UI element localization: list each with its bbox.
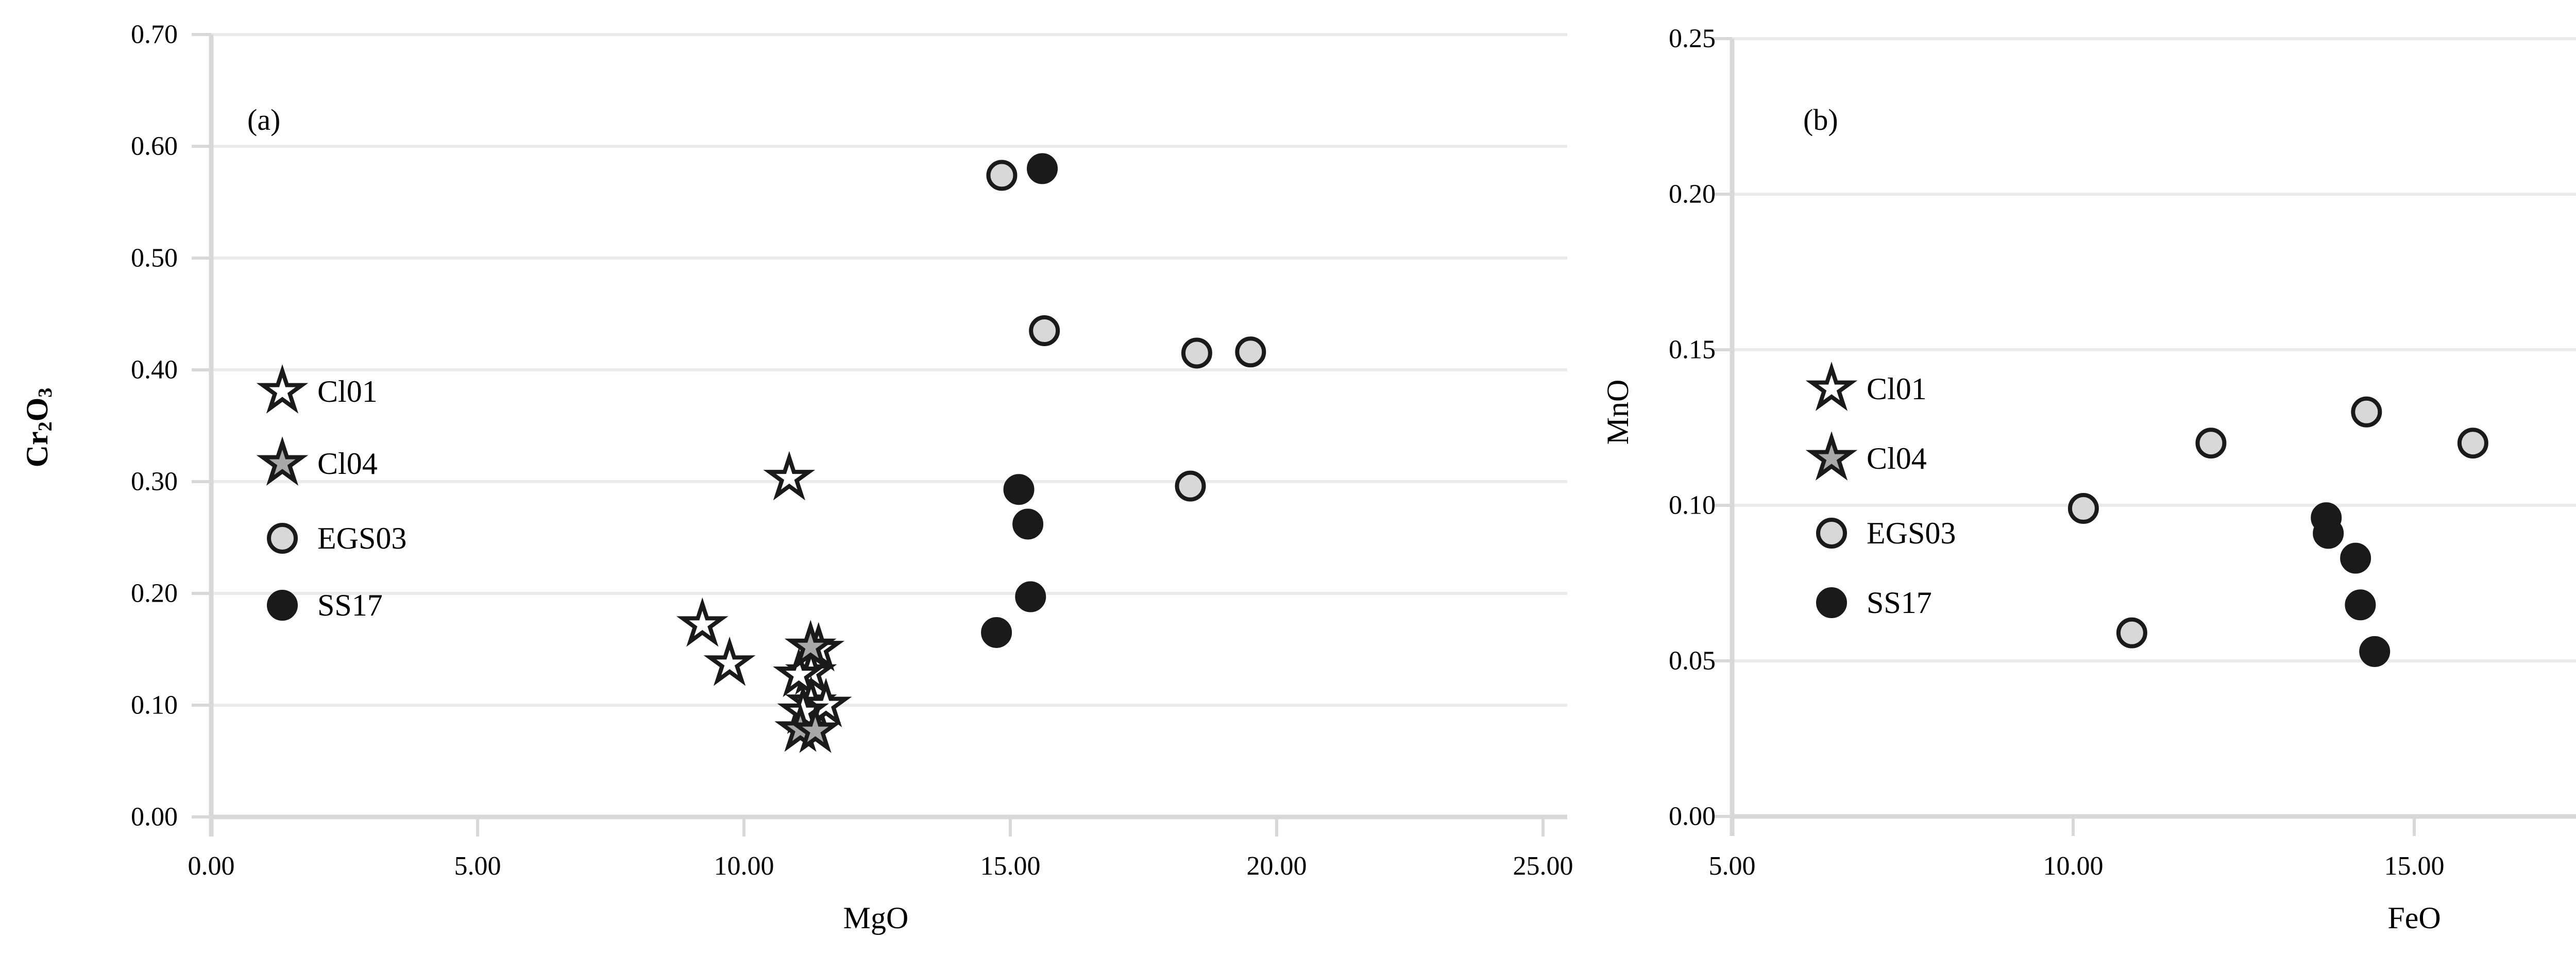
legend-item-EGS03: EGS03 <box>267 521 406 555</box>
y-tick-label: 0.50 <box>131 244 178 273</box>
data-point-EGS03 <box>1029 315 1060 347</box>
ss17-legend-marker <box>267 590 298 621</box>
plot-b: 0.000.050.100.150.200.255.0010.0015.0020… <box>1601 24 2576 935</box>
data-point-EGS03 <box>1181 337 1212 369</box>
legend-label: EGS03 <box>1867 516 1956 550</box>
series-EGS03 <box>986 160 1266 502</box>
y-tick-label: 0.20 <box>131 579 178 608</box>
data-point-SS17 <box>2345 589 2376 621</box>
data-point-EGS03 <box>986 160 1018 191</box>
series-Cl04 <box>774 620 841 753</box>
data-point-SS17 <box>1027 153 1058 184</box>
data-point-SS17 <box>2340 542 2371 574</box>
legend: Cl01 Cl04 EGS03 SS17 <box>1805 362 1956 620</box>
data-point-Cl01 <box>773 647 825 697</box>
plot-a: 0.00 0.10 0.20 0.30 0.40 0.50 0.60 0.70 0.00 5.00… <box>20 20 1573 935</box>
data-point-EGS03 <box>2116 617 2147 649</box>
legend-item-Cl04: Cl04 <box>256 436 378 486</box>
egs03-legend-marker <box>267 523 298 554</box>
legend-label: Cl01 <box>1867 372 1927 406</box>
cl01-legend-marker <box>256 364 309 414</box>
legend-item-EGS03: EGS03 <box>1816 516 1956 550</box>
data-point-Cl01 <box>800 678 852 727</box>
data-point-Cl04 <box>789 703 841 753</box>
data-point-EGS03 <box>2195 428 2227 459</box>
legend-item-Cl04: Cl04 <box>1805 431 1927 481</box>
y-tick-label: 0.25 <box>1669 24 1716 54</box>
y-tick-label: 0.30 <box>131 467 178 497</box>
data-point-EGS03 <box>2457 428 2488 459</box>
data-point-SS17 <box>2313 518 2344 549</box>
data-point-SS17 <box>981 617 1012 648</box>
legend-item-Cl01: Cl01 <box>256 364 378 414</box>
x-tick-label: 20.00 <box>1247 851 1307 881</box>
data-point-Cl01 <box>676 597 728 647</box>
x-tick-label: 15.00 <box>980 851 1041 881</box>
y-tick-label: 0.70 <box>131 20 178 49</box>
legend-label: EGS03 <box>317 521 406 555</box>
data-point-SS17 <box>1015 581 1046 612</box>
cl04-legend-marker <box>256 436 309 486</box>
data-point-Cl01 <box>763 451 816 501</box>
legend-label: Cl01 <box>317 374 378 408</box>
data-point-SS17 <box>2359 636 2391 667</box>
x-tick-label: 10.00 <box>714 851 774 881</box>
y-tick-label: 0.15 <box>1669 335 1716 365</box>
legend: Cl01 Cl04 EGS03 SS17 <box>256 364 406 622</box>
legend-item-SS17: SS17 <box>1816 586 1932 620</box>
data-point-EGS03 <box>2067 493 2099 524</box>
x-tick-label: 0.00 <box>188 851 235 881</box>
data-point-EGS03 <box>1235 336 1266 368</box>
y-tick-label: 0.40 <box>131 355 178 385</box>
data-point-Cl04 <box>784 620 837 669</box>
x-axis-title: FeO <box>2387 901 2441 935</box>
panel-label: (b) <box>1803 103 1838 137</box>
y-tick-label: 0.00 <box>1669 802 1716 831</box>
legend-label: SS17 <box>1867 586 1932 620</box>
legend-item-Cl01: Cl01 <box>1805 362 1927 411</box>
series-EGS03 <box>2067 396 2488 649</box>
series-SS17 <box>981 153 1058 648</box>
data-point-SS17 <box>1012 508 1044 540</box>
x-tick-label: 25.00 <box>1513 851 1573 881</box>
legend-label: Cl04 <box>317 447 378 481</box>
data-point-EGS03 <box>1175 470 1206 502</box>
legend-label: SS17 <box>317 588 383 622</box>
data-point-Cl01 <box>703 636 756 686</box>
y-tick-label: 0.20 <box>1669 180 1716 209</box>
x-tick-label: 5.00 <box>454 851 501 881</box>
x-tick-label: 5.00 <box>1709 851 1756 881</box>
cl04-legend-marker <box>1805 431 1858 481</box>
y-tick-label: 0.05 <box>1669 646 1716 676</box>
x-axis-title: MgO <box>843 901 909 935</box>
data-point-SS17 <box>1003 474 1035 505</box>
y-tick-label: 0.10 <box>1669 491 1716 520</box>
egs03-legend-marker <box>1816 518 1847 549</box>
legend-label: Cl04 <box>1867 441 1927 475</box>
legend-item-SS17: SS17 <box>267 588 383 622</box>
panel-label: (a) <box>247 103 280 137</box>
y-axis-title: MnO <box>1601 380 1635 445</box>
y-tick-label: 0.10 <box>131 691 178 720</box>
y-tick-label: 0.60 <box>131 132 178 161</box>
x-tick-label: 10.00 <box>2043 851 2104 881</box>
x-tick-label: 15.00 <box>2384 851 2445 881</box>
data-point-EGS03 <box>2351 396 2382 428</box>
y-tick-label: 0.00 <box>131 803 178 832</box>
cl01-legend-marker <box>1805 362 1858 411</box>
series-SS17 <box>2311 502 2391 667</box>
y-axis-title: Cr2O3 <box>20 388 56 468</box>
ss17-legend-marker <box>1816 587 1847 618</box>
